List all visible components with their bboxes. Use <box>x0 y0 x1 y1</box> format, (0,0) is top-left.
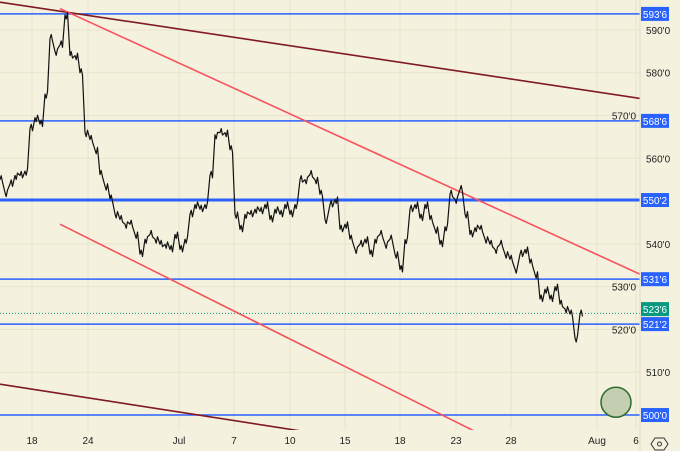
level-price-label-bg <box>641 272 669 287</box>
time-tick-label: 23 <box>450 436 462 447</box>
level-price-label: 531'6 <box>643 275 668 286</box>
gear-icon[interactable] <box>650 437 669 451</box>
trendline[interactable] <box>0 1 640 100</box>
price-tick-label: 520'0 <box>612 325 637 336</box>
price-tick-label: 580'0 <box>646 69 671 80</box>
time-tick-label: Jul <box>173 436 186 447</box>
level-price-label-bg <box>641 6 669 21</box>
time-tick-label: 28 <box>505 436 517 447</box>
trendline[interactable] <box>0 383 300 431</box>
price-series-line <box>0 11 584 343</box>
price-tick-label: 510'0 <box>646 368 671 379</box>
time-tick-label: 6 <box>633 436 639 447</box>
time-tick-label: Aug <box>588 436 606 447</box>
level-price-label: 550'2 <box>643 196 668 207</box>
time-tick-label: 10 <box>284 436 296 447</box>
level-price-label-bg <box>641 193 669 208</box>
price-tick-label: 590'0 <box>646 26 671 37</box>
level-price-label: 521'2 <box>643 320 668 331</box>
time-tick-label: 15 <box>339 436 351 447</box>
time-tick-label: 24 <box>82 436 94 447</box>
price-tick-label: 530'0 <box>612 283 637 294</box>
level-price-label: 593'6 <box>643 10 668 21</box>
current-price-label: 523'6 <box>643 305 668 316</box>
level-price-label-bg <box>641 317 669 332</box>
time-tick-label: 18 <box>394 436 406 447</box>
level-price-label-bg <box>641 408 669 423</box>
price-tick-label: 570'0 <box>612 112 637 123</box>
level-price-label: 568'6 <box>643 117 668 128</box>
level-price-label: 500'0 <box>643 411 668 422</box>
current-price-label-bg <box>641 302 669 317</box>
marker-circle[interactable] <box>600 386 632 418</box>
level-price-label-bg <box>641 113 669 128</box>
price-tick-label: 560'0 <box>646 154 671 165</box>
time-tick-label: 18 <box>26 436 38 447</box>
time-tick-label: 7 <box>231 436 237 447</box>
trendline[interactable] <box>59 7 640 275</box>
price-tick-label: 540'0 <box>646 240 671 251</box>
trendline[interactable] <box>59 223 485 436</box>
